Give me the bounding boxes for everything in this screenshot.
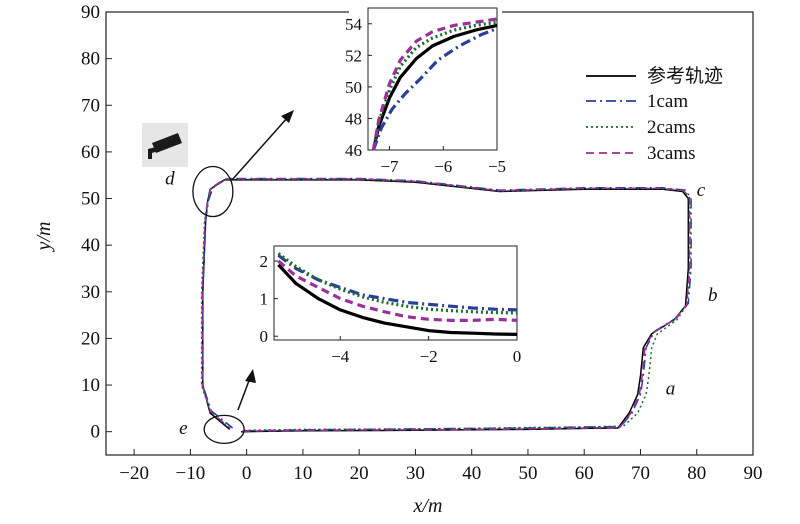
camera-icon-body (152, 133, 182, 153)
arrow-e-line (237, 377, 251, 411)
point-labels: a b c d e (165, 169, 717, 439)
main-plot-area: −20 −10 0 10 20 30 40 50 60 70 80 90010203040506070… (81, 2, 763, 484)
y-axis-title: y/m (33, 222, 55, 253)
x-axis-title: x/m (413, 495, 443, 517)
point-label-c: c (697, 180, 706, 201)
inset-d-ytick-label: 46 (345, 141, 362, 160)
inset-d: −7 −6 −5 46 48 50 52 54 (345, 4, 506, 176)
inset-d-axes: −7 −6 −5 46 48 50 52 54 (345, 7, 506, 176)
inset-d-xtick-label: −7 (380, 157, 399, 176)
legend-label-2cams: 2cams (647, 117, 696, 138)
main-ytick-label: 50 (81, 189, 100, 210)
main-series-ref (202, 179, 690, 433)
inset-d-background (349, 4, 502, 154)
inset-d-xtick-label: −5 (488, 157, 506, 176)
legend-label-ref: 参考轨迹 (647, 65, 723, 87)
main-xtick-label: 0 (242, 463, 252, 484)
main-ytick-label: 80 (81, 49, 100, 70)
main-xtick-label: 20 (350, 463, 369, 484)
inset-d-series-ref (371, 23, 498, 151)
main-series-group (200, 177, 692, 433)
main-ytick-label: 20 (81, 328, 100, 349)
main-series-2cams (200, 178, 691, 432)
inset-d-series-1cam (371, 27, 498, 151)
inset-e-xtick-label: −2 (420, 347, 438, 366)
point-label-a: a (666, 378, 676, 399)
main-xtick-label: 30 (406, 463, 425, 484)
inset-e-ytick-label: 2 (260, 252, 269, 271)
main-ytick-label: 40 (81, 235, 100, 256)
zoom-arrows (231, 110, 294, 411)
highlight-circles (192, 165, 245, 445)
legend-label-1cam: 1cam (647, 91, 688, 112)
inset-e-xtick-label: 0 (513, 347, 522, 366)
main-xtick-label: 50 (518, 463, 537, 484)
main-xtick-label: 80 (687, 463, 706, 484)
inset-d-xtick-label: −6 (434, 157, 452, 176)
inset-e: −4 −2 0 0 1 2 (260, 243, 522, 366)
inset-e-series (277, 252, 518, 336)
inset-d-ytick-label: 52 (345, 46, 362, 65)
inset-e-series-1cam (277, 254, 518, 312)
legend-label-3cams: 3cams (647, 143, 696, 164)
inset-e-series-ref (277, 263, 518, 336)
inset-d-ytick-label: 48 (345, 109, 362, 128)
inset-d-frame (367, 7, 498, 151)
x-axis-ticks: −20 −10 0 10 20 30 40 50 60 70 80 90010203040506070… (81, 2, 763, 484)
point-label-d: d (165, 169, 175, 190)
inset-d-ytick-label: 50 (345, 78, 362, 97)
inset-d-series (371, 17, 498, 151)
main-xtick-label: 10 (293, 463, 312, 484)
inset-e-series-3cams (277, 259, 518, 322)
camera-icon (142, 123, 188, 167)
main-ytick-label: 0 (91, 422, 101, 443)
main-xtick-label: 90 (744, 463, 763, 484)
main-ytick-label: 10 (81, 375, 100, 396)
highlight-circle-e-region (203, 414, 245, 445)
main-xtick-label: 40 (462, 463, 481, 484)
inset-e-axes: −4 −2 0 0 1 2 (260, 245, 522, 366)
main-xtick-label: −20 (119, 463, 149, 484)
inset-e-xtick-label: −4 (331, 347, 350, 366)
main-xtick-label: 60 (575, 463, 594, 484)
point-label-e: e (179, 418, 187, 439)
inset-e-series-2cams (277, 252, 518, 315)
main-ytick-label: 90 (81, 2, 100, 23)
inset-d-series-3cams (371, 17, 498, 151)
arrow-e-head (245, 369, 256, 383)
main-ytick-label: 30 (81, 282, 100, 303)
inset-e-ytick-label: 1 (260, 290, 269, 309)
inset-d-ytick-label: 54 (345, 15, 363, 34)
main-xtick-label: 70 (631, 463, 650, 484)
inset-e-frame (273, 245, 518, 341)
point-label-b: b (708, 285, 718, 306)
highlight-circle-d-region (192, 165, 234, 218)
inset-e-ytick-label: 0 (260, 327, 269, 346)
main-ytick-label: 60 (81, 142, 100, 163)
main-ytick-label: 70 (81, 95, 100, 116)
arrow-d-head (281, 110, 294, 123)
arrow-d-line (231, 116, 289, 181)
main-xtick-label: −10 (176, 463, 206, 484)
legend: 参考轨迹 1cam 2cams 3cams (586, 65, 723, 164)
camera-icon-mount (148, 147, 158, 159)
